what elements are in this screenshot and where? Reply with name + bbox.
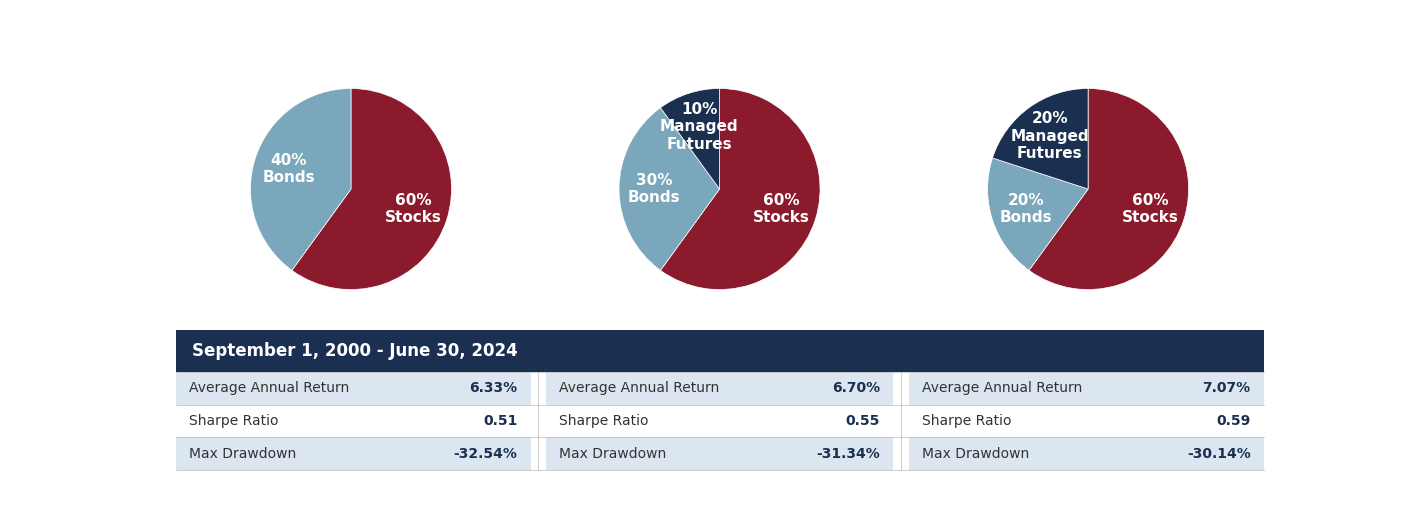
Text: September 1, 2000 - June 30, 2024: September 1, 2000 - June 30, 2024 [192, 342, 518, 360]
FancyBboxPatch shape [546, 372, 893, 405]
Text: 60%
Stocks: 60% Stocks [1122, 193, 1179, 225]
FancyBboxPatch shape [908, 372, 1264, 405]
Wedge shape [660, 89, 820, 289]
Wedge shape [1029, 89, 1189, 289]
FancyBboxPatch shape [546, 437, 893, 470]
Text: 40%
Bonds: 40% Bonds [263, 153, 314, 185]
Text: 20%
Managed
Futures: 20% Managed Futures [1011, 111, 1090, 161]
Text: -30.14%: -30.14% [1186, 447, 1251, 460]
Text: -32.54%: -32.54% [453, 447, 518, 460]
Text: Sharpe Ratio: Sharpe Ratio [921, 414, 1011, 428]
Text: 20%
Bonds: 20% Bonds [1000, 193, 1052, 225]
Text: 7.07%: 7.07% [1202, 381, 1251, 395]
FancyBboxPatch shape [546, 405, 893, 437]
Text: 30%
Bonds: 30% Bonds [628, 173, 681, 205]
Text: 10%
Managed
Futures: 10% Managed Futures [660, 102, 739, 152]
Text: Average Annual Return: Average Annual Return [188, 381, 348, 395]
FancyBboxPatch shape [908, 405, 1264, 437]
Text: 6.70%: 6.70% [833, 381, 880, 395]
Text: Max Drawdown: Max Drawdown [921, 447, 1029, 460]
Text: 0.59: 0.59 [1216, 414, 1251, 428]
FancyBboxPatch shape [176, 372, 531, 405]
Text: Sharpe Ratio: Sharpe Ratio [188, 414, 278, 428]
Wedge shape [292, 89, 452, 289]
Text: Sharpe Ratio: Sharpe Ratio [559, 414, 649, 428]
Text: -31.34%: -31.34% [817, 447, 880, 460]
Text: 60%
Stocks: 60% Stocks [754, 193, 810, 225]
Text: Average Annual Return: Average Annual Return [921, 381, 1082, 395]
FancyBboxPatch shape [176, 405, 531, 437]
Text: 6.33%: 6.33% [469, 381, 518, 395]
Text: 60%
Stocks: 60% Stocks [385, 193, 442, 225]
FancyBboxPatch shape [176, 331, 1264, 372]
FancyBboxPatch shape [176, 437, 531, 470]
Text: Average Annual Return: Average Annual Return [559, 381, 719, 395]
Wedge shape [987, 158, 1088, 270]
Text: Max Drawdown: Max Drawdown [559, 447, 665, 460]
FancyBboxPatch shape [908, 437, 1264, 470]
Text: 0.55: 0.55 [845, 414, 880, 428]
Wedge shape [250, 89, 351, 270]
Wedge shape [660, 89, 720, 189]
Text: 0.51: 0.51 [483, 414, 518, 428]
Wedge shape [619, 108, 719, 270]
Text: Max Drawdown: Max Drawdown [188, 447, 296, 460]
Wedge shape [993, 89, 1088, 189]
